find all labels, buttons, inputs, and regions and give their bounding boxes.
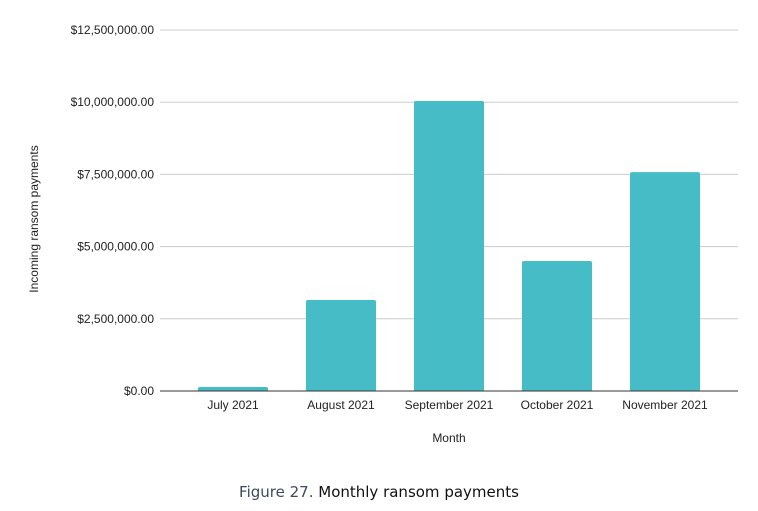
y-tick-label: $0.00 — [124, 384, 154, 398]
bar — [198, 386, 268, 391]
y-tick-label: $2,500,000.00 — [77, 312, 154, 326]
x-axis-title: Month — [432, 431, 465, 445]
x-tick-label: September 2021 — [405, 398, 494, 412]
bar — [522, 261, 592, 391]
y-tick-label: $12,500,000.00 — [71, 23, 155, 37]
y-tick-label: $5,000,000.00 — [77, 240, 154, 254]
x-tick-label: August 2021 — [307, 398, 375, 412]
y-tick-label: $10,000,000.00 — [71, 95, 155, 109]
x-tick-label: October 2021 — [521, 398, 594, 412]
y-axis-title: Incoming ransom payments — [27, 145, 41, 292]
y-tick-label: $7,500,000.00 — [77, 167, 154, 181]
bar — [630, 172, 700, 391]
bar — [414, 101, 484, 391]
x-tick-label: July 2021 — [207, 398, 259, 412]
x-tick-label: November 2021 — [622, 398, 708, 412]
bar — [306, 300, 376, 391]
caption-text: Monthly ransom payments — [318, 483, 519, 501]
figure-number: Figure 27. — [239, 483, 314, 501]
figure-caption: Figure 27. Monthly ransom payments — [0, 483, 758, 501]
bar-chart: $0.00 $2,500,000.00 $5,000,000.00 $7,500,00… — [27, 23, 738, 445]
